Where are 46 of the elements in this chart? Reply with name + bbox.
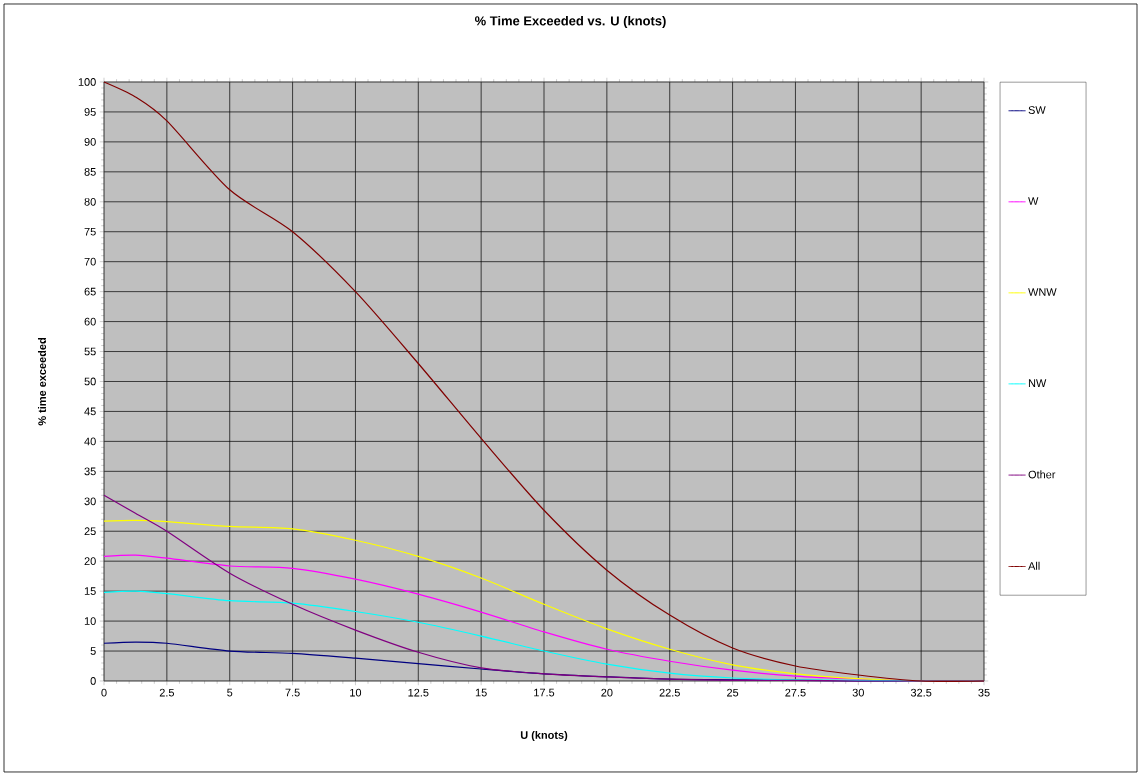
legend-label: All [1028,561,1040,570]
legend-label: Other [1028,470,1056,479]
x-tick-label: 25 [727,688,739,697]
x-tick-label: 10 [350,688,362,697]
x-tick-label: 15 [475,688,487,697]
y-tick-label: 60 [84,317,96,326]
line-series [103,81,985,682]
y-tick-label: 45 [84,407,96,416]
y-tick-label: 75 [84,227,96,236]
x-tick-label: 17.5 [534,688,555,697]
y-tick-label: 35 [84,467,96,476]
y-tick-label: 65 [84,287,96,296]
x-tick-label: 35 [978,688,990,697]
x-tick-label: 32.5 [910,688,932,697]
chart-title: % Time Exceeded vs. U (knots) [474,15,666,29]
x-tick-label: 27.5 [785,688,806,697]
x-tick-label: 7.5 [285,688,300,697]
x-tick-label: 2.5 [159,688,175,697]
y-tick-label: 10 [84,617,96,625]
y-tick-label: 0 [90,677,96,685]
y-tick-label: 55 [84,347,96,356]
y-tick-label: 70 [84,257,96,266]
x-tick-label: 5 [227,688,233,697]
y-tick-label: 30 [84,497,96,506]
x-tick-label: 22.5 [659,688,680,697]
y-tick-label: 100 [78,78,96,86]
legend-label: WNW [1028,288,1057,296]
y-tick-label: 40 [84,437,96,446]
y-tick-label: 90 [84,138,96,146]
y-tick-label: 25 [84,527,96,536]
y-tick-label: 80 [84,197,96,206]
x-tick-label: 12.5 [408,688,429,697]
y-tick-label: 50 [84,377,96,386]
y-tick-label: 20 [84,557,96,566]
y-tick-label: 95 [84,108,96,116]
y-axis-title: % time exceeded [37,338,47,426]
x-tick-label: 0 [101,688,107,697]
legend-label: SW [1028,106,1046,114]
x-tick-label: 30 [852,688,864,697]
y-tick-label: 5 [90,647,96,655]
y-tick-label: 85 [84,167,96,176]
legend-label: NW [1028,379,1047,387]
legend-label: W [1028,197,1039,205]
x-axis-title: U (knots) [520,730,568,742]
x-tick-label: 20 [601,688,613,697]
y-tick-label: 15 [84,587,96,595]
